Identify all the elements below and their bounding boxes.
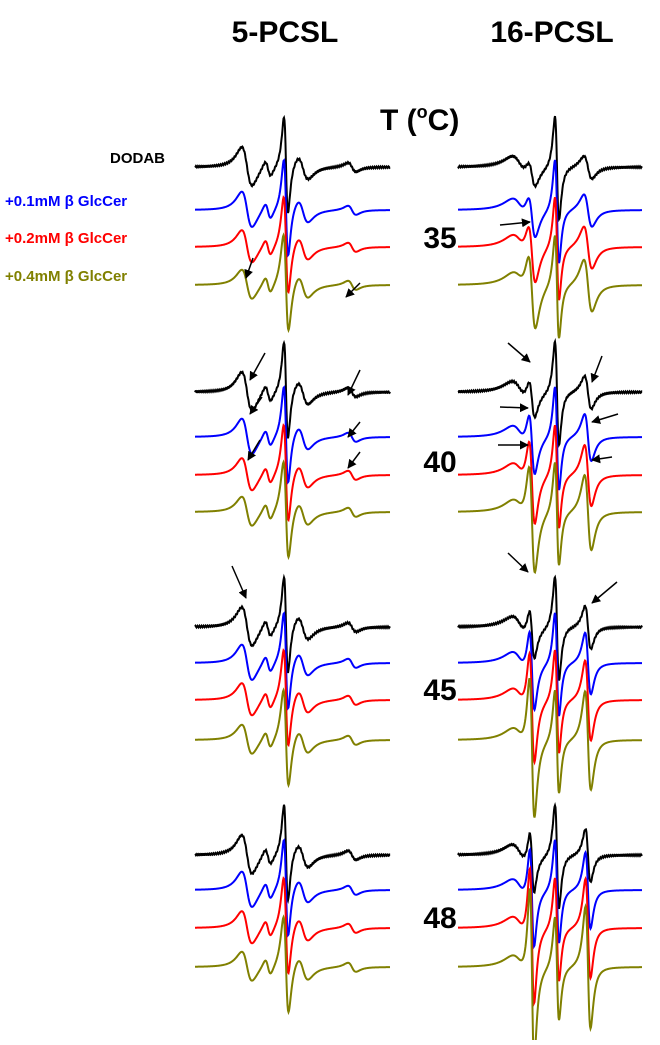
column-title: 5-PCSL [232, 16, 339, 49]
spectrum [194, 195, 391, 295]
spectrum [194, 158, 391, 258]
spectrum [457, 677, 642, 818]
spectrum [194, 804, 391, 904]
spectrum [457, 865, 643, 1008]
temperature-label: 35 [423, 222, 456, 255]
column-title: 16-PCSL [490, 16, 613, 49]
arrow [347, 369, 361, 396]
arrow [591, 454, 613, 464]
spectrum [457, 888, 643, 1045]
legend-label: DODAB [110, 150, 165, 167]
arrow [590, 355, 603, 383]
arrow [499, 403, 529, 413]
spectrum [194, 648, 391, 748]
spectrum [194, 914, 391, 1016]
arrow [244, 257, 254, 279]
spectrum [194, 876, 391, 976]
spectra: DODAB +0.1mM β GlcCer +0.2mM β GlcCer +0.4m… [5, 114, 643, 1045]
spectrum [457, 612, 642, 717]
legend-label: +0.1mM β GlcCer [5, 193, 127, 210]
header-degree: o [417, 102, 428, 122]
header-suffix: C) [428, 104, 460, 137]
arrow [507, 342, 531, 363]
spectrum [457, 801, 643, 909]
spectrum [457, 574, 643, 681]
spectrum [194, 232, 391, 334]
spectrum [194, 459, 391, 561]
header-prefix: T ( [380, 104, 417, 137]
arrow [591, 581, 618, 604]
temperature-label: 45 [423, 674, 456, 707]
spectrum [194, 339, 391, 439]
legend-label: +0.2mM β GlcCer [5, 230, 127, 247]
arrow [231, 565, 247, 599]
arrow [347, 421, 361, 438]
arrow [507, 552, 529, 573]
arrow [499, 218, 531, 228]
spectrum [457, 424, 643, 529]
spectrum [194, 687, 391, 789]
spectrum [457, 115, 643, 223]
arrow [345, 282, 361, 298]
temperature-header: T (oC) [380, 102, 459, 137]
arrow [249, 352, 266, 381]
spectrum [457, 235, 643, 339]
spectrum [457, 839, 643, 950]
spectrum [457, 649, 643, 766]
temperature-label: 40 [423, 446, 456, 479]
arrow [591, 413, 619, 424]
spectrum [457, 462, 643, 575]
spectrum [458, 386, 643, 491]
arrow [247, 439, 261, 461]
spectrum [457, 159, 642, 264]
arrow [347, 451, 361, 469]
legend-label: +0.4mM β GlcCer [5, 268, 127, 285]
spectrum [194, 573, 391, 674]
spectrum [194, 114, 391, 214]
spectrum [457, 337, 643, 448]
arrow [249, 396, 263, 415]
spectrum [194, 423, 391, 523]
spectrum [194, 611, 391, 711]
temperature-label: 48 [423, 902, 456, 935]
spectrum [194, 838, 391, 938]
spectrum [457, 197, 642, 301]
spectrum [194, 385, 391, 485]
